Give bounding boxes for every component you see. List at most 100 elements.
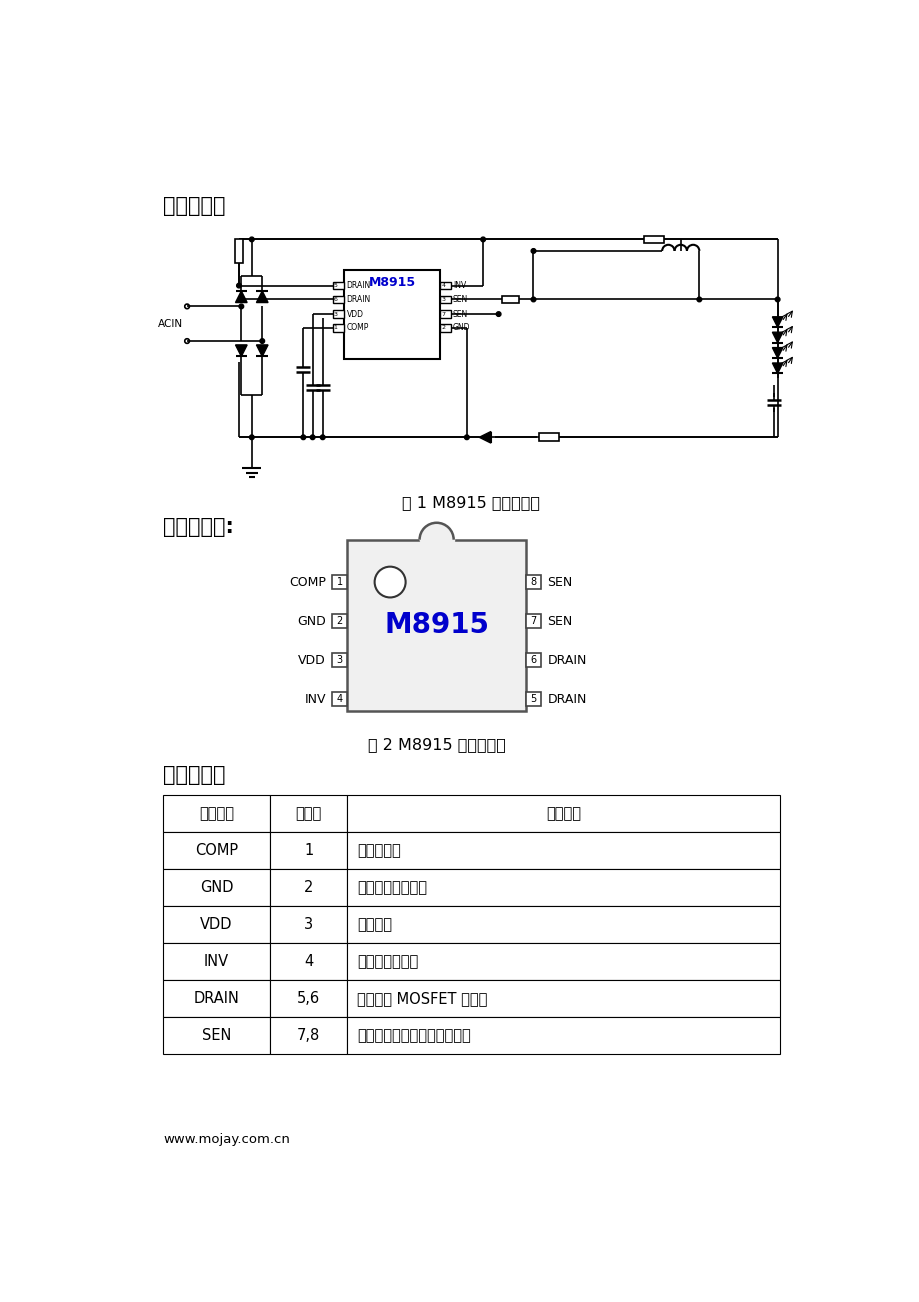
Bar: [332, 615, 347, 628]
Text: 4: 4: [304, 954, 313, 969]
Text: 7: 7: [529, 616, 536, 626]
Text: 3: 3: [304, 917, 313, 932]
Bar: [347, 906, 779, 943]
Text: DRAIN: DRAIN: [547, 693, 586, 706]
Text: 环路补偿点: 环路补偿点: [357, 844, 400, 858]
Text: 电流采样端，接采样电阻到地: 电流采样端，接采样电阻到地: [357, 1029, 470, 1043]
Bar: [163, 943, 269, 980]
Text: ACIN: ACIN: [158, 319, 183, 329]
Text: 典型应用：: 典型应用：: [163, 197, 225, 216]
Bar: [269, 906, 347, 943]
Bar: [347, 943, 779, 980]
Text: INV: INV: [452, 281, 466, 290]
Text: 2: 2: [336, 616, 343, 626]
Bar: [643, 236, 663, 243]
Polygon shape: [772, 348, 782, 358]
Bar: [347, 1017, 779, 1055]
Bar: [163, 832, 269, 870]
Text: SEN: SEN: [547, 615, 572, 628]
Bar: [347, 540, 525, 711]
Text: M8915: M8915: [384, 611, 489, 639]
Polygon shape: [772, 332, 782, 342]
Bar: [163, 1017, 269, 1055]
Text: SEN: SEN: [201, 1029, 231, 1043]
Bar: [163, 980, 269, 1017]
Circle shape: [775, 297, 779, 302]
Bar: [347, 870, 779, 906]
Bar: [525, 654, 540, 667]
Circle shape: [310, 435, 314, 440]
Bar: [419, 538, 453, 542]
Text: 管脚描述：: 管脚描述：: [163, 764, 225, 785]
Circle shape: [301, 435, 305, 440]
Circle shape: [260, 339, 265, 344]
Circle shape: [697, 297, 701, 302]
Bar: [539, 434, 559, 441]
Text: GND: GND: [452, 323, 470, 332]
Bar: [269, 870, 347, 906]
Circle shape: [249, 435, 254, 440]
Text: 2: 2: [441, 326, 445, 331]
Polygon shape: [256, 345, 267, 357]
Text: 芯片供电: 芯片供电: [357, 917, 391, 932]
Text: SEN: SEN: [452, 296, 468, 303]
Bar: [525, 615, 540, 628]
Text: 1: 1: [304, 844, 313, 858]
Circle shape: [481, 237, 485, 242]
Circle shape: [320, 435, 324, 440]
Bar: [347, 796, 779, 832]
Bar: [440, 310, 451, 318]
Bar: [440, 281, 451, 289]
Circle shape: [249, 237, 254, 242]
Text: 3: 3: [334, 311, 337, 316]
Text: M8915: M8915: [369, 276, 415, 289]
Bar: [333, 310, 344, 318]
Text: 1: 1: [334, 326, 337, 331]
Text: VDD: VDD: [346, 310, 363, 319]
Bar: [332, 575, 347, 589]
Bar: [269, 1017, 347, 1055]
Text: DRAIN: DRAIN: [346, 296, 370, 303]
Text: 芯片信号和功率地: 芯片信号和功率地: [357, 880, 426, 896]
Circle shape: [495, 311, 501, 316]
Text: 管脚排列图:: 管脚排列图:: [163, 517, 233, 536]
Bar: [525, 693, 540, 706]
Bar: [347, 832, 779, 870]
Text: 3: 3: [336, 655, 343, 665]
Text: 8: 8: [530, 577, 536, 587]
Text: www.mojay.com.cn: www.mojay.com.cn: [163, 1133, 289, 1146]
Text: 7,8: 7,8: [297, 1029, 320, 1043]
Circle shape: [464, 435, 469, 440]
Text: 6: 6: [334, 297, 337, 302]
Bar: [269, 832, 347, 870]
Text: 图 1 M8915 典型应用图: 图 1 M8915 典型应用图: [403, 495, 540, 510]
Text: COMP: COMP: [346, 323, 369, 332]
Text: 管脚号: 管脚号: [295, 806, 322, 822]
Bar: [235, 240, 243, 263]
Text: INV: INV: [204, 954, 229, 969]
Text: 4: 4: [441, 283, 445, 288]
Text: 7: 7: [441, 311, 445, 316]
Bar: [501, 297, 518, 302]
Polygon shape: [235, 290, 247, 302]
Circle shape: [236, 284, 241, 288]
Text: SEN: SEN: [547, 575, 572, 589]
Bar: [163, 870, 269, 906]
Polygon shape: [772, 363, 782, 374]
Text: 反馈信号采样端: 反馈信号采样端: [357, 954, 417, 969]
Circle shape: [530, 249, 535, 254]
Bar: [163, 796, 269, 832]
Circle shape: [374, 566, 405, 598]
Bar: [440, 296, 451, 303]
Bar: [269, 980, 347, 1017]
Text: DRAIN: DRAIN: [547, 654, 586, 667]
Text: 5: 5: [529, 694, 536, 704]
Bar: [269, 943, 347, 980]
Bar: [347, 980, 779, 1017]
Text: COMP: COMP: [289, 575, 325, 589]
Text: VDD: VDD: [298, 654, 325, 667]
Text: 4: 4: [336, 694, 343, 704]
Bar: [333, 296, 344, 303]
Text: VDD: VDD: [200, 917, 233, 932]
Bar: [525, 575, 540, 589]
